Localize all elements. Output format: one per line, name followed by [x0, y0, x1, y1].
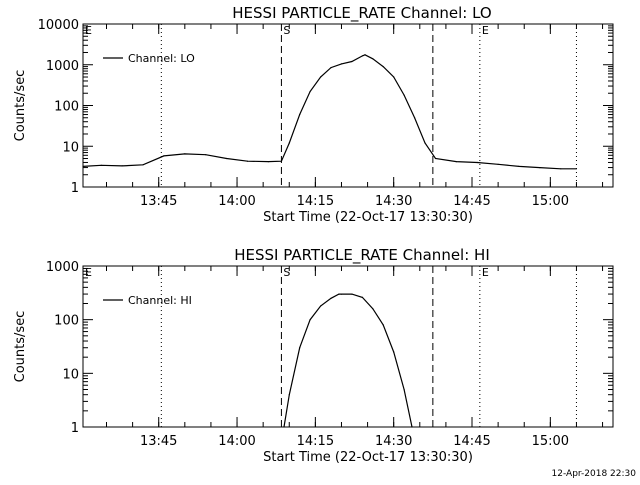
x-axis-label: Start Time (22-Oct-17 13:30:30): [263, 450, 473, 465]
data-point: [393, 351, 395, 353]
data-point: [299, 113, 301, 116]
data-point: [372, 58, 374, 60]
x-tick-label: 14:15: [297, 434, 334, 449]
data-point: [205, 154, 207, 156]
data-point: [226, 157, 228, 160]
footer-timestamp: 12-Apr-2018 22:30: [552, 469, 637, 479]
data-point: [340, 293, 343, 295]
data-point: [434, 157, 437, 160]
x-tick-label: 14:30: [375, 434, 412, 449]
y-tick-label: 10: [62, 367, 79, 382]
series-line: [82, 54, 577, 170]
data-point: [142, 164, 144, 166]
y-tick-label: 10: [62, 140, 79, 155]
data-point: [288, 394, 290, 396]
data-point: [575, 168, 578, 170]
marker-label: E: [482, 24, 489, 37]
x-tick-label: 15:00: [532, 434, 569, 449]
x-tick-label: 14:45: [453, 434, 490, 449]
marker-label: E: [85, 266, 92, 279]
data-point: [403, 388, 405, 391]
chart-title: HESSI PARTICLE_RATE Channel: HI: [234, 246, 490, 265]
marker-label: E: [482, 266, 489, 279]
data-point: [351, 293, 353, 295]
y-tick-label: 1: [71, 181, 79, 196]
x-tick-label: 14:45: [453, 194, 490, 209]
marker-label: S: [283, 24, 290, 37]
y-axis-label: Counts/sec: [13, 311, 28, 383]
x-tick-label: 14:30: [375, 194, 412, 209]
data-point: [82, 165, 84, 167]
data-point: [518, 165, 520, 167]
data-point: [184, 153, 186, 155]
marker-label: S: [283, 266, 290, 279]
data-point: [320, 305, 322, 307]
data-point: [283, 426, 285, 428]
data-point: [361, 55, 363, 57]
data-point: [403, 94, 405, 96]
plot-frame: [82, 265, 614, 428]
data-point: [338, 293, 340, 295]
series-line: [283, 293, 413, 428]
data-point: [364, 54, 366, 56]
y-tick-label: 100: [54, 314, 79, 329]
data-point: [309, 90, 311, 93]
x-axis-label: Start Time (22-Oct-17 13:30:30): [263, 210, 473, 225]
data-point: [330, 297, 332, 299]
data-point: [560, 168, 562, 170]
data-point: [411, 426, 413, 428]
data-point: [382, 66, 384, 68]
data-point: [539, 167, 541, 169]
x-tick-label: 13:45: [140, 434, 177, 449]
data-point: [299, 347, 301, 349]
data-point: [280, 160, 282, 162]
data-point: [330, 67, 332, 69]
data-point: [424, 142, 426, 144]
data-point: [476, 161, 478, 164]
x-tick-label: 13:45: [140, 194, 177, 209]
data-point: [361, 296, 363, 298]
data-point: [340, 63, 343, 65]
data-point: [351, 60, 353, 63]
x-tick-label: 14:15: [297, 194, 334, 209]
data-point: [246, 160, 249, 162]
data-point: [382, 324, 384, 326]
y-tick-label: 1000: [46, 59, 79, 74]
data-point: [372, 308, 374, 310]
data-point: [163, 155, 165, 157]
data-point: [267, 161, 269, 163]
data-point: [320, 76, 322, 78]
data-point: [288, 142, 290, 144]
data-point: [497, 163, 499, 165]
plot-frame: [82, 23, 614, 188]
data-point: [121, 165, 123, 167]
y-tick-label: 100: [54, 100, 79, 115]
data-point: [393, 76, 395, 78]
data-point: [455, 161, 457, 163]
x-tick-label: 15:00: [532, 194, 569, 209]
data-point: [414, 117, 416, 119]
x-tick-label: 14:00: [218, 194, 255, 209]
x-tick-label: 14:00: [218, 434, 255, 449]
y-axis-label: Counts/sec: [13, 70, 28, 142]
y-tick-label: 10000: [38, 18, 79, 33]
data-point: [100, 164, 102, 166]
y-tick-label: 1000: [46, 260, 79, 275]
legend-label: Channel: LO: [128, 52, 195, 65]
legend-label: Channel: HI: [128, 294, 192, 307]
chart-title: HESSI PARTICLE_RATE Channel: LO: [232, 4, 491, 23]
marker-label: E: [85, 24, 92, 37]
data-point: [309, 319, 311, 321]
y-tick-label: 1: [71, 421, 79, 436]
